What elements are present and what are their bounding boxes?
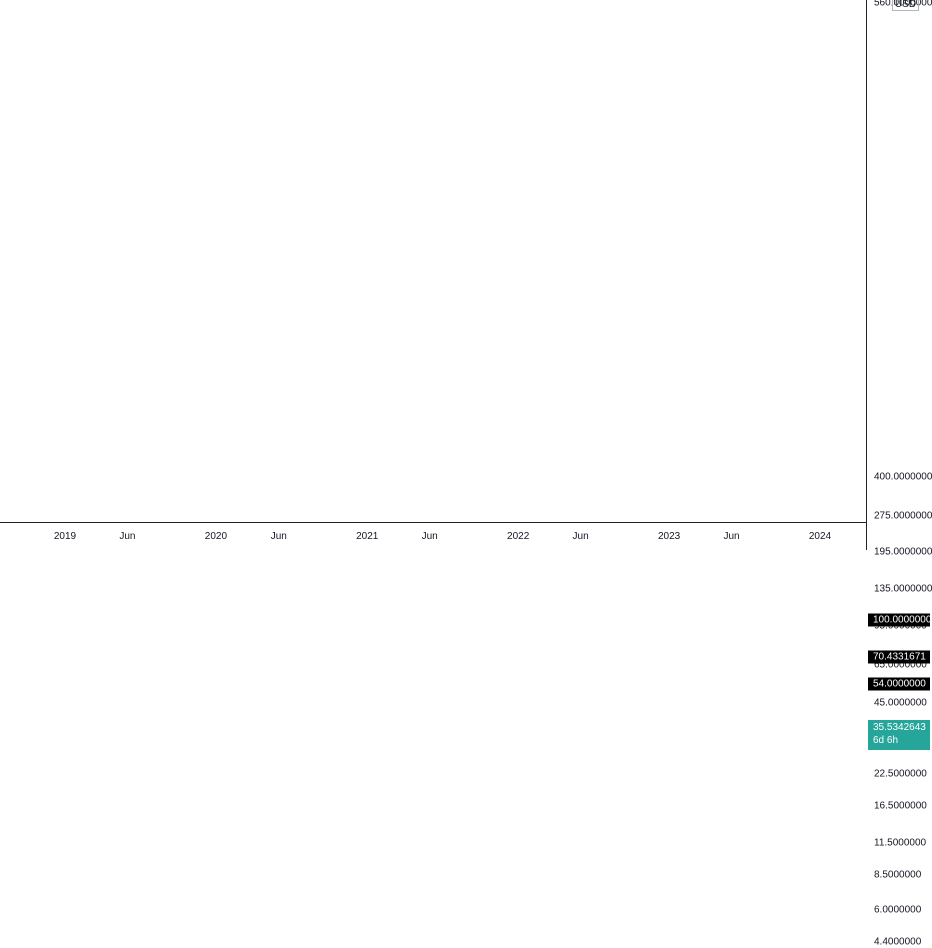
price-tick-label: 400.0000000: [874, 471, 932, 483]
currency-code: USD: [892, 0, 920, 11]
time-tick-label: 2019: [53, 531, 77, 542]
price-tick-label: 135.0000000: [874, 583, 932, 595]
time-tick-label: Jun: [270, 531, 287, 542]
price-tick-label: 22.5000000: [874, 768, 927, 780]
current-price-tag: 35.5342643 6d 6h: [868, 720, 930, 751]
currency-label: USD: [892, 0, 920, 11]
price-tick-label: 275.0000000: [874, 510, 932, 522]
price-tag: 100.0000000: [868, 613, 931, 627]
chart-plot-area[interactable]: Target: $100 USDTarget: $70 USDTarget: $…: [0, 0, 866, 522]
chart-svg[interactable]: [0, 0, 866, 522]
price-tick-label: 16.5000000: [874, 800, 927, 812]
price-tag: 54.0000000: [868, 677, 930, 691]
time-tick-label: 2021: [356, 531, 379, 542]
time-tick-label: Jun: [421, 531, 438, 542]
time-tick-label: Jun: [723, 531, 740, 542]
time-tick-label: 2020: [204, 531, 228, 542]
time-tick-label: 2024: [808, 531, 832, 542]
current-price-value: 35.5342643: [873, 722, 926, 734]
price-tick-label: 45.0000000: [874, 697, 927, 709]
price-tag: 70.4331671: [868, 650, 930, 664]
time-tick-label: Jun: [119, 531, 136, 542]
time-tick-label: 2023: [657, 531, 681, 542]
price-tick-label: 8.5000000: [874, 869, 922, 881]
time-tick-label: Jun: [572, 531, 589, 542]
price-tick-label: 11.5000000: [874, 837, 927, 849]
price-tick-label: 6.0000000: [874, 904, 922, 916]
price-axis[interactable]: 560.0000000 USD 400.0000000 275.0000000 19…: [866, 0, 932, 948]
price-tick-label: 560.0000000: [874, 0, 932, 9]
time-axis[interactable]: 2019 Jun 2020 Jun 2021 Jun 2022 Jun 2023 Jun 2024: [0, 522, 866, 551]
time-tick-label: 2022: [507, 531, 530, 542]
price-tick-label: 195.0000000: [874, 546, 932, 558]
bar-countdown: 6d 6h: [873, 735, 899, 747]
price-tick-label: 4.4000000: [874, 936, 922, 948]
